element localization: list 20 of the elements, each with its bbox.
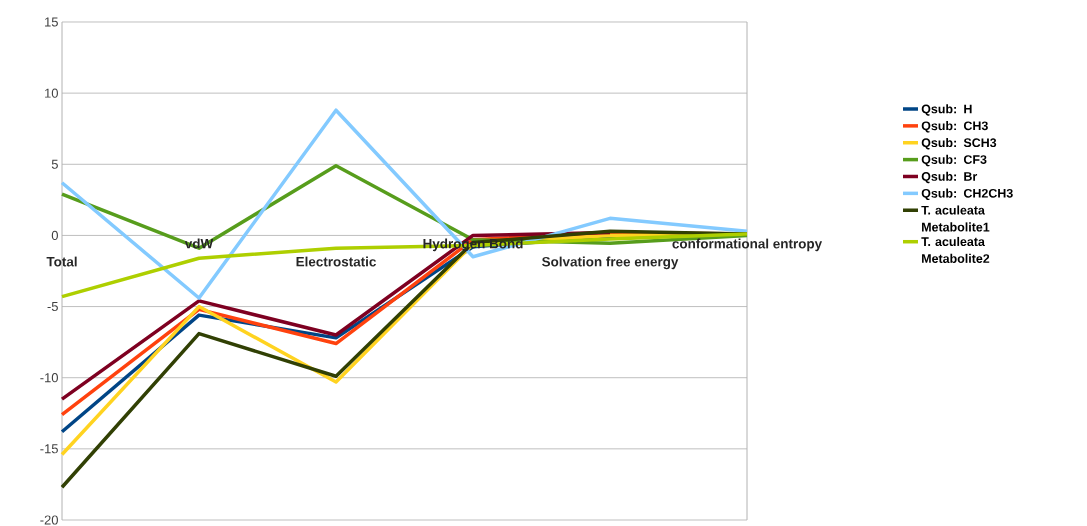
- y-tick-label: 15: [45, 17, 58, 27]
- legend-label: Qsub: Br: [921, 171, 978, 184]
- legend-label: T. aculeata Metabolite2: [921, 236, 990, 263]
- y-tick-label: -20: [40, 515, 58, 525]
- x-tick-label: Electrostatic: [296, 256, 376, 267]
- y-tick-label: -10: [40, 373, 58, 383]
- x-tick-label: conformational entropy: [672, 238, 823, 252]
- y-tick-label: 5: [51, 159, 58, 169]
- legend-label: Qsub: SCH3: [921, 137, 997, 150]
- x-tick-label: Total: [46, 256, 77, 267]
- legend-label: Qsub: CH2CH3: [921, 188, 1013, 201]
- x-tick-label: Solvation free energy: [542, 256, 679, 270]
- legend-label: Qsub: CF3: [921, 154, 987, 167]
- legend-label: T. aculeata Metabolite1: [921, 205, 990, 232]
- y-tick-label: -5: [47, 302, 58, 312]
- legend-label: Qsub: CH3: [921, 121, 988, 133]
- legend-label: Qsub: H: [921, 104, 972, 116]
- y-tick-label: -15: [40, 444, 58, 454]
- y-tick-label: 10: [45, 88, 58, 98]
- y-tick-label: 0: [51, 230, 58, 241]
